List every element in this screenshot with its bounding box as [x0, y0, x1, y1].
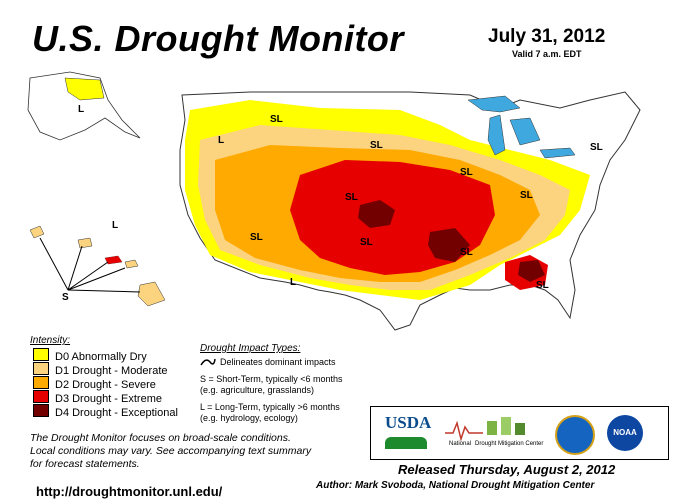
- agency-logos: USDA National Drought Mitigation Center …: [370, 406, 669, 460]
- usda-icon: [385, 437, 427, 449]
- legend-item-d1: D1 Drought - Moderate: [33, 362, 168, 377]
- swatch-d4: [33, 404, 49, 417]
- ndmc-line2: Drought Mitigation Center: [475, 441, 544, 447]
- release-date: Released Thursday, August 2, 2012: [398, 462, 616, 477]
- map-label-l-nw: L: [218, 135, 224, 146]
- map-label-sl-ms: SL: [460, 247, 473, 258]
- ndmc-line1: National: [449, 441, 472, 447]
- swatch-d2: [33, 376, 49, 389]
- impact-line-icon: [200, 358, 216, 366]
- map-date: July 31, 2012: [488, 26, 606, 47]
- legend-item-d3: D3 Drought - Extreme: [33, 390, 162, 405]
- impact-long-2: (e.g. hydrology, ecology): [200, 413, 298, 423]
- us-drought-map: SL SL SL SL SL SL SL SL SL SL L L L L S: [27, 71, 641, 331]
- map-label-sl-tx: SL: [360, 237, 373, 248]
- legend-title: Intensity:: [30, 335, 71, 346]
- impact-types-title: Drought Impact Types:: [200, 343, 301, 354]
- legend-item-d4: D4 Drought - Exceptional: [33, 404, 178, 419]
- map-label-sl-mw: SL: [460, 167, 473, 178]
- usda-logo: USDA: [385, 413, 432, 432]
- alaska-shape: [27, 71, 141, 141]
- map-label-s-hi: S: [62, 292, 69, 303]
- hawaii-shape: [29, 225, 166, 307]
- disclaimer-note: The Drought Monitor focuses on broad-sca…: [30, 432, 312, 470]
- legend-item-d0: D0 Abnormally Dry: [33, 348, 147, 363]
- map-label-l-tx: L: [290, 277, 296, 288]
- impact-short-1: S = Short-Term, typically <6 months: [200, 374, 343, 384]
- site-url[interactable]: http://droughtmonitor.unl.edu/: [36, 484, 223, 499]
- legend-item-d2: D2 Drought - Severe: [33, 376, 156, 391]
- swatch-d1: [33, 362, 49, 375]
- map-label-sl-ne: SL: [590, 142, 603, 153]
- ndmc-logo-icon: [445, 417, 525, 441]
- map-label-sl-se: SL: [536, 280, 549, 291]
- swatch-d3: [33, 390, 49, 403]
- map-label-l-hi: L: [112, 220, 118, 231]
- swatch-d0: [33, 348, 49, 361]
- map-label-sl-n: SL: [370, 140, 383, 151]
- noaa-logo: NOAA: [607, 415, 643, 451]
- map-title: U.S. Drought Monitor: [32, 18, 404, 59]
- map-label-sl-sw: SL: [250, 232, 263, 243]
- impact-delineates: Delineates dominant impacts: [220, 357, 336, 367]
- author: Author: Mark Svoboda, National Drought M…: [316, 480, 595, 491]
- valid-time: Valid 7 a.m. EDT: [512, 49, 582, 59]
- great-lakes-shape: [467, 95, 576, 159]
- map-label-l-ak: L: [78, 104, 84, 115]
- map-label-sl-c: SL: [345, 192, 358, 203]
- map-label-sl-ohio: SL: [520, 190, 533, 201]
- doc-seal-icon: [555, 415, 595, 455]
- map-label-sl-nw: SL: [270, 114, 283, 125]
- impact-short-2: (e.g. agriculture, grasslands): [200, 385, 315, 395]
- impact-long-1: L = Long-Term, typically >6 months: [200, 402, 340, 412]
